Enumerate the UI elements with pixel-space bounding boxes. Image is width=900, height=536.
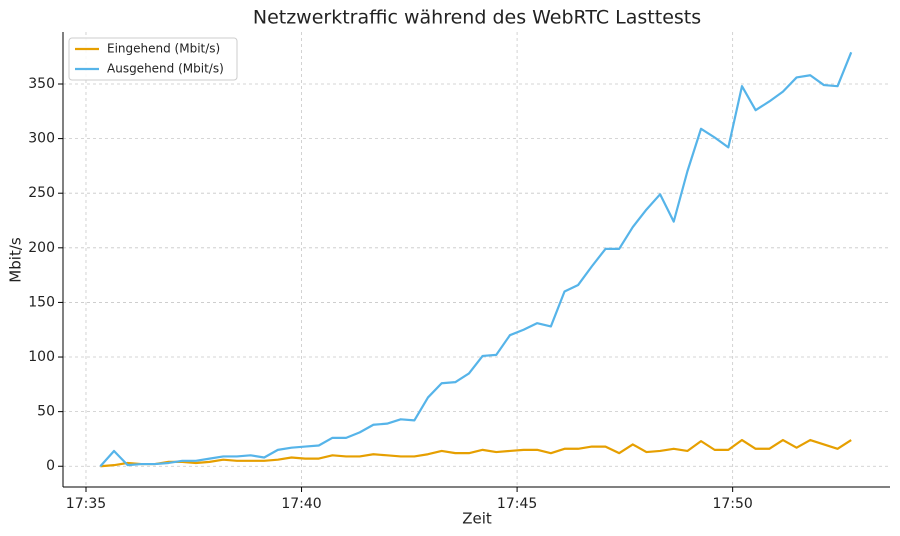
y-tick-label: 250 bbox=[28, 185, 55, 201]
y-tick-label: 200 bbox=[28, 240, 55, 256]
y-tick-label: 350 bbox=[28, 76, 55, 92]
chart-title: Netzwerktraffic während des WebRTC Lastt… bbox=[253, 7, 701, 29]
legend-label: Ausgehend (Mbit/s) bbox=[107, 62, 224, 76]
x-axis-label: Zeit bbox=[462, 510, 492, 528]
y-tick-label: 50 bbox=[37, 404, 55, 420]
x-tick-label: 17:35 bbox=[66, 496, 106, 512]
x-tick-label: 17:45 bbox=[497, 496, 537, 512]
y-axis-label: Mbit/s bbox=[7, 237, 25, 283]
legend-label: Eingehend (Mbit/s) bbox=[107, 42, 220, 56]
data-line bbox=[100, 438, 852, 468]
data-line bbox=[99, 51, 853, 467]
x-tick-label: 17:50 bbox=[712, 496, 752, 512]
y-tick-label: 0 bbox=[46, 458, 55, 474]
y-tick-label: 150 bbox=[28, 294, 55, 310]
legend-box bbox=[68, 37, 238, 81]
y-tick-label: 300 bbox=[28, 131, 55, 147]
x-tick-label: 17:40 bbox=[281, 496, 321, 512]
y-tick-label: 100 bbox=[28, 349, 55, 365]
legend: Eingehend (Mbit/s) Ausgehend (Mbit/s) bbox=[68, 37, 238, 81]
